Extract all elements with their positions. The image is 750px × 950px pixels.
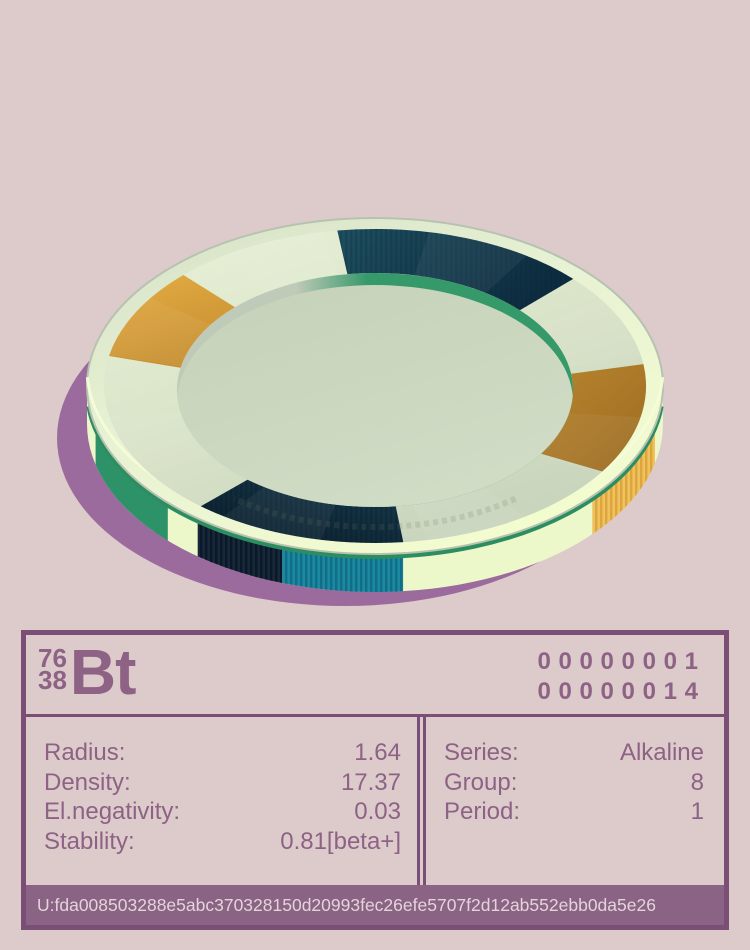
coin-inner-disc	[177, 285, 573, 507]
property-value: 0.81[beta+]	[280, 827, 401, 855]
coin-face-stripes-navy-bottom	[200, 479, 404, 543]
hash-bar: U:fda008503288e5abc370328150d20993fec26e…	[26, 885, 724, 925]
classification-value: 8	[690, 768, 704, 796]
serial-code-line-1: 00000001	[537, 648, 706, 675]
nuclide-numbers: 76 38	[38, 643, 67, 695]
coin-sector-shade	[109, 298, 211, 367]
element-symbol: Bt	[69, 636, 137, 708]
coin-side-stripes-yellow-side	[592, 425, 655, 535]
coin-sector-shade	[412, 487, 525, 541]
properties-table: Radius: 1.64 Density: 17.37 El.negativit…	[26, 717, 420, 885]
classification-row-period: Period: 1	[444, 797, 704, 827]
hash-text: U:fda008503288e5abc370328150d20993fec26e…	[37, 894, 656, 915]
serial-code-line-2: 00000014	[537, 678, 706, 705]
coin-side-stripes-navy-side	[197, 518, 283, 583]
coin-face-stripes-navy-top	[337, 228, 574, 311]
classification-value: 1	[690, 798, 704, 825]
property-value: 0.03	[354, 798, 401, 825]
coin-engraving	[233, 495, 517, 530]
property-value: 1.64	[354, 739, 401, 766]
property-row-electronegativity: El.negativity: 0.03	[44, 797, 401, 827]
classification-row-group: Group: 8	[444, 768, 704, 798]
property-row-density: Density: 17.37	[44, 768, 401, 798]
property-label: El.negativity:	[44, 798, 181, 825]
coin-sector-shade	[109, 412, 210, 473]
property-label: Radius:	[44, 739, 126, 766]
atomic-number: 38	[38, 665, 67, 695]
element-coin	[57, 217, 665, 606]
classification-label: Period:	[444, 798, 521, 825]
serial-codes: 00000001 00000014	[537, 635, 705, 714]
coin-sector-shade	[225, 231, 338, 293]
coin-face-segment-orange-right	[541, 364, 647, 472]
card-body: Radius: 1.64 Density: 17.37 El.negativit…	[26, 717, 724, 885]
card-header: 76 38 Bt 00000001 00000014	[26, 635, 724, 717]
mass-number: 76	[38, 643, 67, 673]
classification-label: Series:	[444, 739, 519, 766]
classification-table: Series: Alkaline Group: 8 Period: 1	[423, 717, 724, 885]
coin-sector-shade	[414, 232, 527, 293]
property-label: Stability:	[44, 827, 135, 855]
classification-row-series: Series: Alkaline	[444, 738, 704, 768]
coin-sector-shade	[540, 299, 641, 368]
classification-value: Alkaline	[619, 739, 704, 766]
coin-bottom-edge	[86, 405, 664, 559]
coin-side-segment-green-left	[95, 426, 168, 541]
coin-face-segment-orange-left	[109, 275, 235, 368]
coin-sector-shade	[539, 413, 641, 474]
property-row-stability: Stability: 0.81[beta+]	[44, 827, 401, 857]
classification-label: Group:	[444, 768, 518, 796]
element-card-panel: 76 38 Bt 00000001 00000014 Radius: 1.64 …	[21, 630, 729, 930]
coin-sector-shade	[223, 487, 336, 540]
element-identity: 76 38 Bt	[38, 635, 137, 714]
property-value: 17.37	[340, 768, 401, 796]
property-label: Density:	[44, 768, 131, 796]
property-row-radius: Radius: 1.64	[44, 738, 401, 768]
